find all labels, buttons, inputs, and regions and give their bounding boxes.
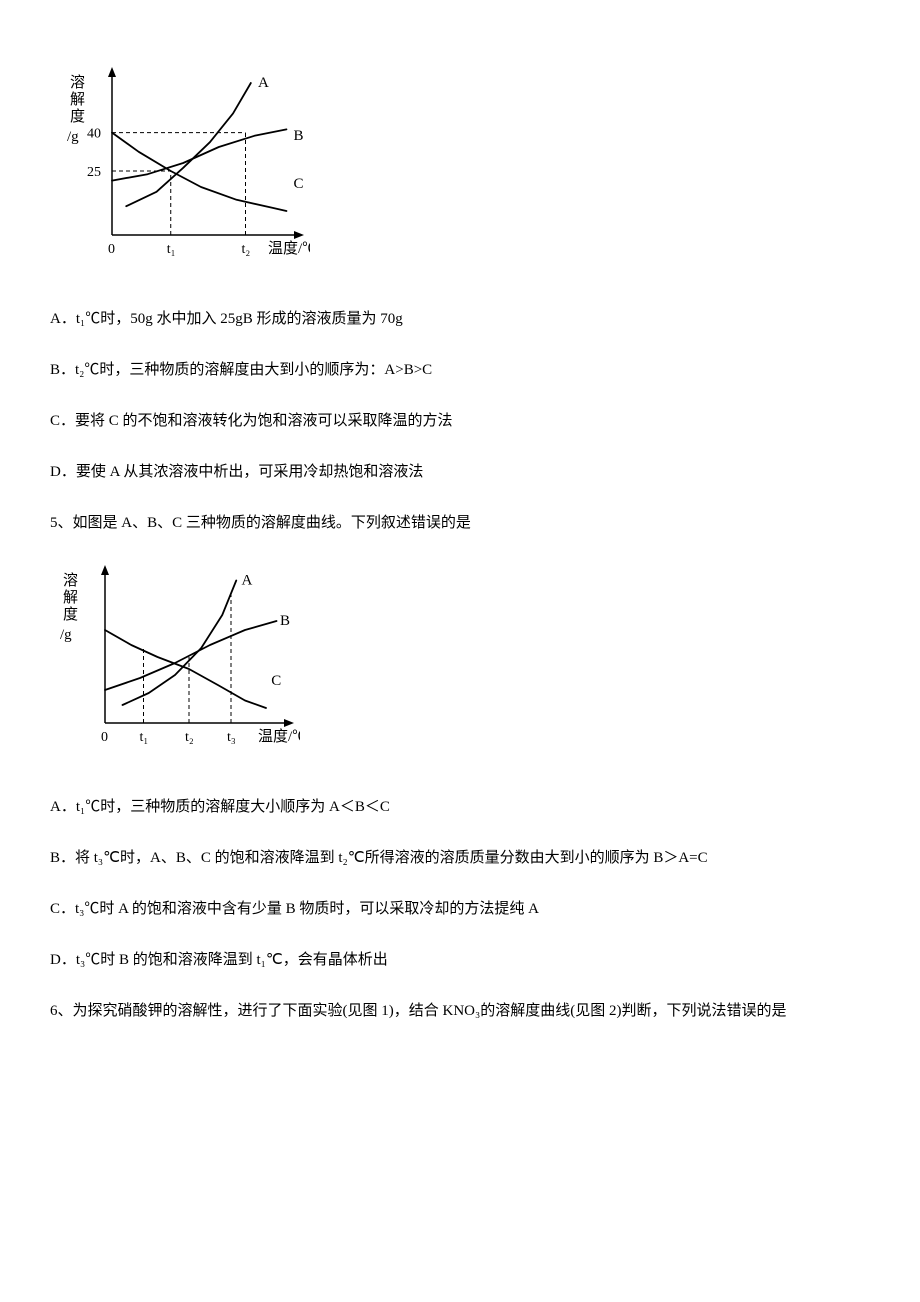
svg-text:0: 0 <box>108 242 115 257</box>
svg-text:t₁: t₁ <box>140 730 149 745</box>
q5-option-a: A．t₁℃时，三种物质的溶解度大小顺序为 A＜B＜C <box>50 791 870 824</box>
q5-option-c: C．t₃℃时 A 的饱和溶液中含有少量 B 物质时，可以采取冷却的方法提纯 A <box>50 893 870 926</box>
svg-text:t₂: t₂ <box>242 242 251 257</box>
svg-text:0: 0 <box>101 730 108 745</box>
svg-text:A: A <box>258 75 269 91</box>
svg-text:温度/℃: 温度/℃ <box>268 240 310 257</box>
svg-text:C: C <box>271 673 281 689</box>
question-5: 5、如图是 A、B、C 三种物质的溶解度曲线。下列叙述错误的是 <box>50 507 870 540</box>
svg-text:B: B <box>280 613 290 629</box>
chart2-svg: 溶解度/g 0 t₁ t₂ t₃ 温度/℃ A B C <box>50 558 300 758</box>
q5-option-d: D．t₃℃时 B 的饱和溶液降温到 t₁℃，会有晶体析出 <box>50 944 870 977</box>
svg-text:C: C <box>294 176 304 192</box>
q4-option-c: C．要将 C 的不饱和溶液转化为饱和溶液可以采取降温的方法 <box>50 405 870 438</box>
q4-option-d: D．要使 A 从其浓溶液中析出，可采用冷却热饱和溶液法 <box>50 456 870 489</box>
svg-text:/g: /g <box>60 627 72 643</box>
svg-text:A: A <box>242 573 253 589</box>
chart1-svg: 溶解度/g 25 40 0 t₁ t₂ 温度/℃ A B C <box>50 60 310 270</box>
solubility-chart-2: 溶解度/g 0 t₁ t₂ t₃ 温度/℃ A B C <box>50 558 870 766</box>
question-6: 6、为探究硝酸钾的溶解性，进行了下面实验(见图 1)，结合 KNO₃的溶解度曲线… <box>50 995 870 1028</box>
q4-option-b: B．t₂℃时，三种物质的溶解度由大到小的顺序为：A>B>C <box>50 354 870 387</box>
svg-text:温度/℃: 温度/℃ <box>258 728 300 745</box>
svg-text:B: B <box>294 128 304 144</box>
svg-text:40: 40 <box>87 127 101 142</box>
svg-text:溶: 溶 <box>63 572 78 589</box>
svg-text:t₁: t₁ <box>167 242 176 257</box>
svg-text:解: 解 <box>70 91 85 108</box>
q5-option-b: B．将 t₃℃时，A、B、C 的饱和溶液降温到 t₂℃所得溶液的溶质质量分数由大… <box>50 842 870 875</box>
solubility-chart-1: 溶解度/g 25 40 0 t₁ t₂ 温度/℃ A B C <box>50 60 870 278</box>
svg-text:t₂: t₂ <box>185 730 194 745</box>
svg-text:/g: /g <box>67 129 79 145</box>
svg-text:25: 25 <box>87 165 101 180</box>
svg-text:t₃: t₃ <box>227 730 236 745</box>
svg-text:溶: 溶 <box>70 74 85 91</box>
q4-option-a: A．t₁℃时，50g 水中加入 25gB 形成的溶液质量为 70g <box>50 303 870 336</box>
svg-text:度: 度 <box>63 606 78 623</box>
svg-text:解: 解 <box>63 589 78 606</box>
svg-text:度: 度 <box>70 108 85 125</box>
